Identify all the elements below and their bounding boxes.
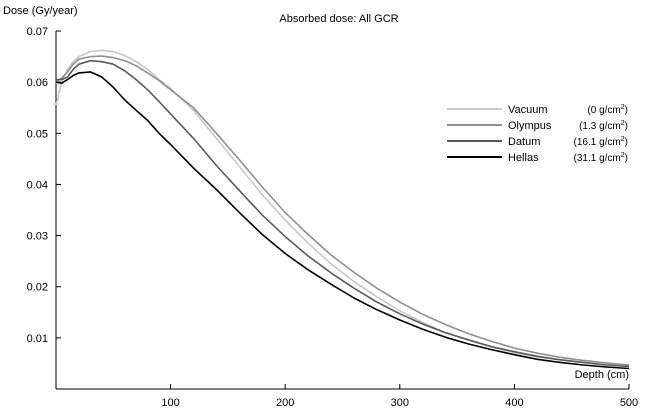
legend-shielding-datum: (16.1 g/cm2) bbox=[574, 136, 629, 148]
legend-shielding-hellas: (31.1 g/cm2) bbox=[574, 152, 629, 164]
legend-label-datum: Datum bbox=[508, 136, 540, 148]
y-tick-label: 0.05 bbox=[27, 128, 48, 140]
y-tick-label: 0.02 bbox=[27, 282, 48, 294]
legend-shielding-vacuum: (0 g/cm2) bbox=[587, 104, 628, 116]
y-ticks: 0.01 0.02 0.03 0.04 0.05 0.06 0.07 bbox=[27, 26, 61, 345]
legend-shielding-olympus: (1.3 g/cm2) bbox=[579, 120, 628, 132]
y-tick-label: 0.07 bbox=[27, 26, 48, 38]
series-line-hellas bbox=[55, 71, 630, 370]
y-axis-label: Dose (Gy/year) bbox=[3, 5, 78, 17]
series-line-vacuum bbox=[55, 49, 630, 367]
series-line-olympus bbox=[55, 55, 630, 366]
series-lines bbox=[55, 49, 630, 370]
legend-label-olympus: Olympus bbox=[508, 120, 552, 132]
legend-label-vacuum: Vacuum bbox=[508, 104, 548, 116]
y-tick-label: 0.03 bbox=[27, 231, 48, 243]
x-tick-label: 100 bbox=[161, 397, 179, 409]
x-ticks: 100 200 300 400 500 bbox=[161, 384, 638, 409]
x-tick-label: 300 bbox=[391, 397, 409, 409]
x-axis-label: Depth (cm) bbox=[575, 369, 629, 381]
y-tick-label: 0.06 bbox=[27, 77, 48, 89]
x-tick-label: 500 bbox=[620, 397, 638, 409]
chart-title: Absorbed dose: All GCR bbox=[279, 13, 398, 25]
series-line-datum bbox=[56, 59, 630, 368]
legend: Vacuum (0 g/cm2) Olympus (1.3 g/cm2) Datum (1… bbox=[447, 104, 628, 164]
legend-label-hellas: Hellas bbox=[508, 152, 539, 164]
x-tick-label: 400 bbox=[505, 397, 523, 409]
x-tick-label: 200 bbox=[276, 397, 294, 409]
y-tick-label: 0.04 bbox=[27, 179, 48, 191]
y-tick-label: 0.01 bbox=[27, 333, 48, 345]
